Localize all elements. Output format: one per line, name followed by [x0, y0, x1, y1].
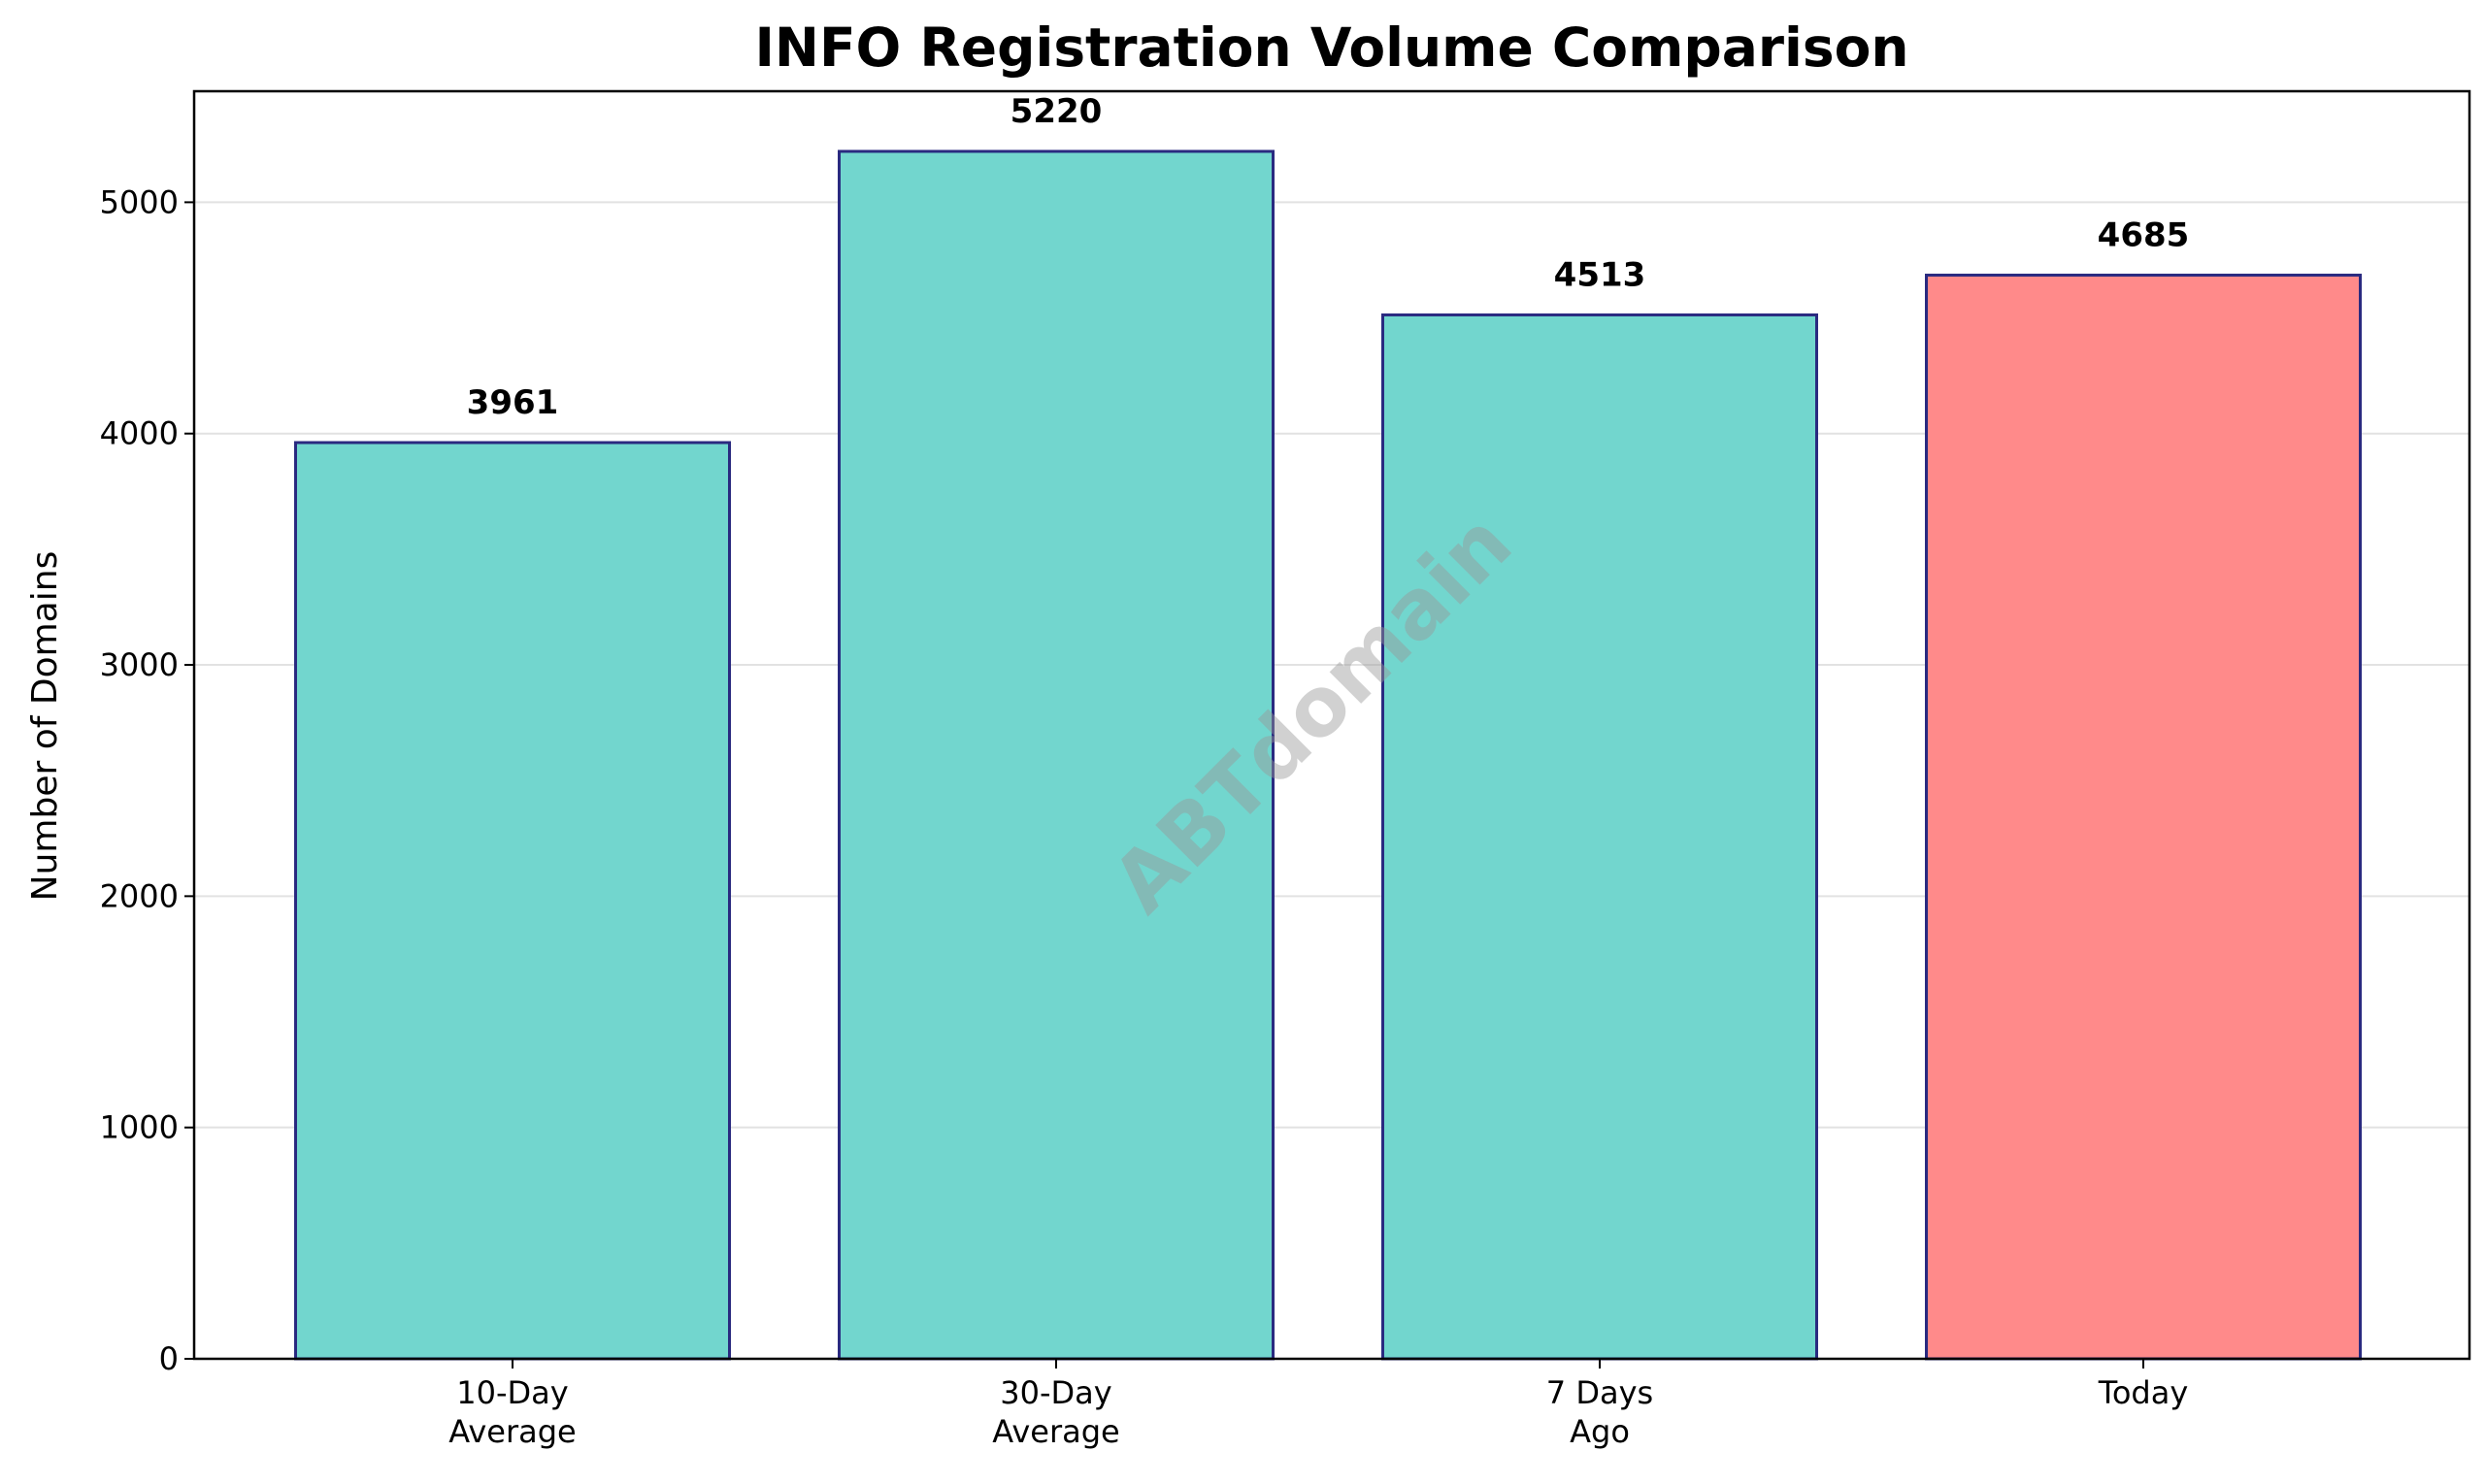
y-axis-ticks: 0 1000 2000 3000 4000 5000 [100, 183, 194, 1377]
bar-value-label: 4685 [2098, 215, 2190, 254]
bar [1925, 273, 2362, 1361]
y-axis-label: Number of Domains [25, 551, 65, 902]
bar-value-label: 3961 [467, 383, 559, 422]
y-tick-label: 1000 [100, 1109, 179, 1146]
bar [838, 149, 1275, 1361]
chart-title: INFO Registration Volume Comparison [754, 16, 1908, 79]
x-tick-label: Average [448, 1413, 576, 1450]
plot-frame [192, 89, 2471, 1361]
y-tick-label: 5000 [100, 183, 179, 220]
value-labels: 3961 5220 4513 4685 [467, 92, 2190, 422]
bar [1381, 313, 1818, 1361]
x-tick-label: 7 Days [1546, 1374, 1653, 1411]
bar [294, 441, 731, 1361]
bars [294, 149, 2362, 1361]
y-tick-label: 2000 [100, 877, 179, 914]
y-tick-label: 4000 [100, 415, 179, 452]
x-tick-label: Average [992, 1413, 1119, 1450]
x-tick-label: 30-Day [1000, 1374, 1111, 1411]
y-tick-label: 3000 [100, 646, 179, 683]
x-tick-label: Today [2098, 1374, 2189, 1411]
x-tick-label: Ago [1570, 1413, 1630, 1450]
y-tick-label: 0 [159, 1340, 179, 1377]
bar-value-label: 4513 [1554, 255, 1646, 294]
x-tick-label: 10-Day [456, 1374, 568, 1411]
bar-value-label: 5220 [1011, 92, 1103, 131]
